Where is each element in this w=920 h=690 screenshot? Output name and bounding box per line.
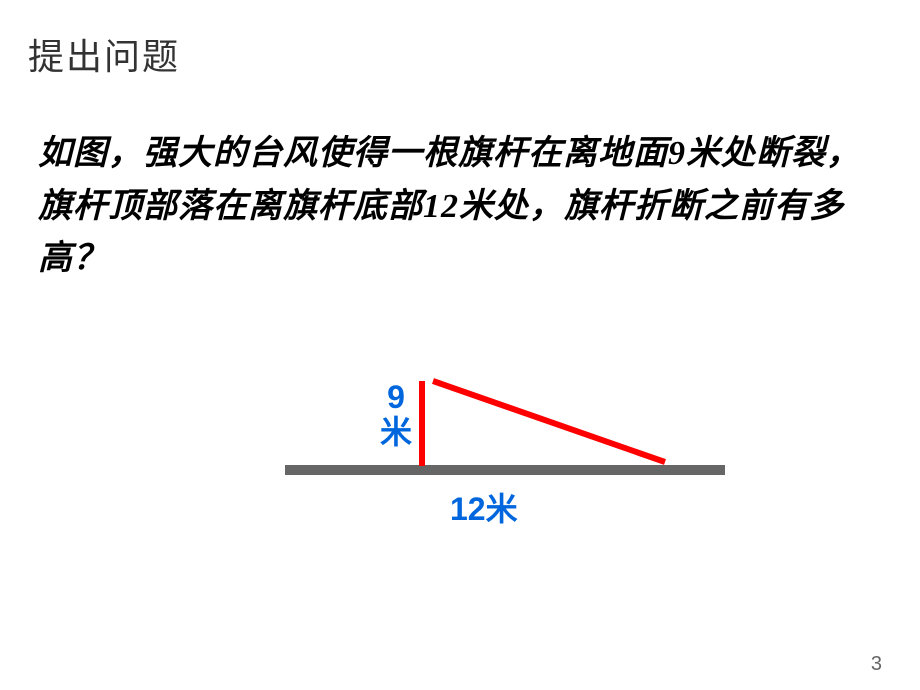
vertical-dimension-number: 9 bbox=[387, 379, 405, 415]
horizontal-dimension-label: 12米 bbox=[450, 484, 518, 530]
vertical-dimension-unit: 米 bbox=[380, 415, 412, 450]
problem-statement: 如图，强大的台风使得一根旗杆在离地面9米处断裂，旗杆顶部落在离旗杆底部12米处，… bbox=[38, 128, 882, 286]
section-title: 提出问题 bbox=[28, 28, 180, 80]
flagpole-diagram bbox=[285, 335, 725, 575]
horizontal-dimension-number: 12 bbox=[450, 491, 486, 527]
pole-fallen bbox=[433, 381, 665, 462]
vertical-dimension-label: 9 米 bbox=[380, 380, 412, 450]
page-number: 3 bbox=[871, 653, 882, 676]
horizontal-dimension-unit: 米 bbox=[486, 491, 518, 527]
